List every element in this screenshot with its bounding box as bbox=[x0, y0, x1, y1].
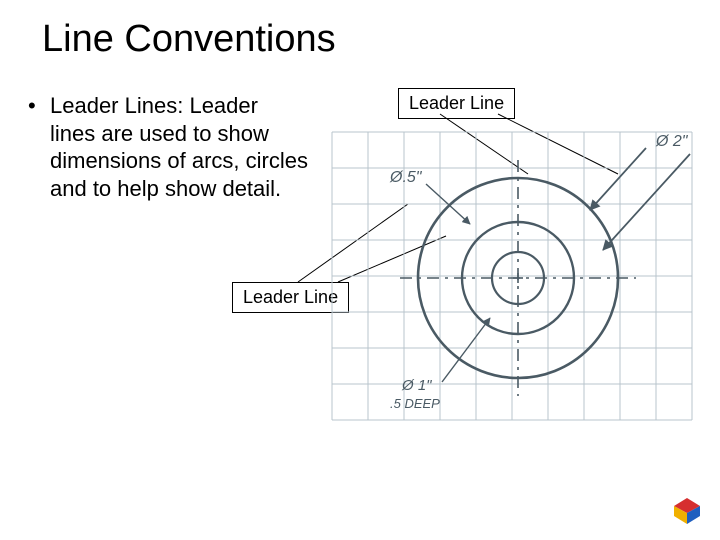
page-title: Line Conventions bbox=[42, 18, 336, 61]
svg-text:Ø 2": Ø 2" bbox=[655, 133, 689, 150]
svg-text:Ø 1": Ø 1" bbox=[401, 377, 432, 394]
bullet-dot: • bbox=[28, 92, 36, 120]
bullet-text: Leader Lines: Leader lines are used to s… bbox=[28, 92, 308, 202]
svg-text:.5 DEEP: .5 DEEP bbox=[390, 396, 440, 411]
bullet-label: Leader Lines: bbox=[50, 93, 183, 118]
bullet-item: • Leader Lines: Leader lines are used to… bbox=[28, 92, 308, 202]
svg-text:Ø.5": Ø.5" bbox=[389, 169, 423, 186]
technical-drawing: Ø.5" Ø 2" Ø 1" .5 DEEP bbox=[328, 112, 708, 432]
pltw-logo-icon bbox=[670, 496, 704, 526]
